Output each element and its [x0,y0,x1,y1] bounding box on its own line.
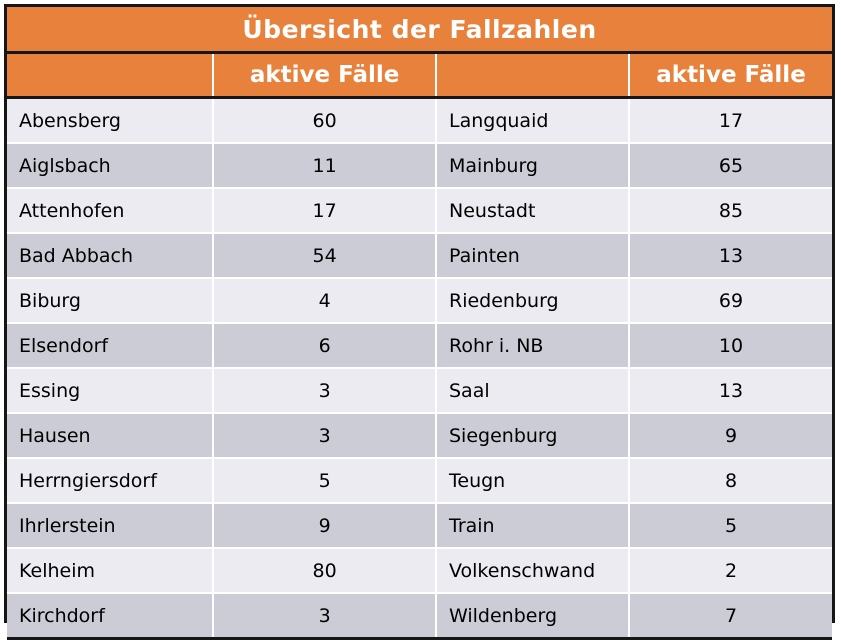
municipality-name: Bad Abbach [7,232,214,278]
municipality-name: Kirchdorf [7,592,214,640]
active-cases-value: 17 [628,97,832,143]
municipality-name: Hausen [7,412,214,458]
municipality-name: Painten [434,232,630,278]
active-cases-value: 54 [212,232,436,278]
active-cases-value: 5 [212,457,436,503]
table-row: Herrngiersdorf 5 Teugn 8 [7,457,832,503]
municipality-name: Siegenburg [434,412,630,458]
municipality-name: Wildenberg [434,592,630,640]
table-row: Aiglsbach 11 Mainburg 65 [7,142,832,188]
active-cases-value: 10 [628,322,832,368]
active-cases-value: 3 [212,367,436,413]
header-cell-active-cases-right: aktive Fälle [628,52,832,99]
municipality-name: Teugn [434,457,630,503]
active-cases-value: 85 [628,187,832,233]
table-row: Hausen 3 Siegenburg 9 [7,412,832,458]
table-row: Essing 3 Saal 13 [7,367,832,413]
table-row: Ihrlerstein 9 Train 5 [7,502,832,548]
active-cases-value: 8 [628,457,832,503]
municipality-name: Herrngiersdorf [7,457,214,503]
municipality-name: Biburg [7,277,214,323]
active-cases-value: 2 [628,547,832,593]
municipality-name: Neustadt [434,187,630,233]
header-cell-empty-right [434,52,630,99]
header-cell-empty-left [7,52,214,99]
active-cases-value: 69 [628,277,832,323]
case-numbers-table: Übersicht der Fallzahlen aktive Fälle ak… [7,7,832,640]
active-cases-value: 17 [212,187,436,233]
municipality-name: Rohr i. NB [434,322,630,368]
active-cases-value: 9 [212,502,436,548]
municipality-name: Volkenschwand [434,547,630,593]
active-cases-value: 3 [212,592,436,640]
case-numbers-table-frame: Übersicht der Fallzahlen aktive Fälle ak… [4,4,835,640]
municipality-name: Riedenburg [434,277,630,323]
table-row: Biburg 4 Riedenburg 69 [7,277,832,323]
table-row: Abensberg 60 Langquaid 17 [7,97,832,143]
municipality-name: Ihrlerstein [7,502,214,548]
municipality-name: Kelheim [7,547,214,593]
header-cell-active-cases-left: aktive Fälle [212,52,436,99]
table-title-row: Übersicht der Fallzahlen [7,7,832,54]
active-cases-value: 5 [628,502,832,548]
active-cases-value: 3 [212,412,436,458]
active-cases-value: 6 [212,322,436,368]
municipality-name: Aiglsbach [7,142,214,188]
active-cases-value: 65 [628,142,832,188]
active-cases-value: 9 [628,412,832,458]
active-cases-value: 80 [212,547,436,593]
active-cases-value: 11 [212,142,436,188]
active-cases-value: 13 [628,232,832,278]
municipality-name: Train [434,502,630,548]
active-cases-value: 4 [212,277,436,323]
table-row: Elsendorf 6 Rohr i. NB 10 [7,322,832,368]
table-row: Kirchdorf 3 Wildenberg 7 [7,592,832,640]
active-cases-value: 13 [628,367,832,413]
active-cases-value: 60 [212,97,436,143]
table-header-row: aktive Fälle aktive Fälle [7,52,832,99]
municipality-name: Essing [7,367,214,413]
municipality-name: Mainburg [434,142,630,188]
table-row: Kelheim 80 Volkenschwand 2 [7,547,832,593]
municipality-name: Saal [434,367,630,413]
table-row: Bad Abbach 54 Painten 13 [7,232,832,278]
municipality-name: Abensberg [7,97,214,143]
table-row: Attenhofen 17 Neustadt 85 [7,187,832,233]
municipality-name: Elsendorf [7,322,214,368]
municipality-name: Langquaid [434,97,630,143]
table-title: Übersicht der Fallzahlen [7,7,832,54]
municipality-name: Attenhofen [7,187,214,233]
active-cases-value: 7 [628,592,832,640]
